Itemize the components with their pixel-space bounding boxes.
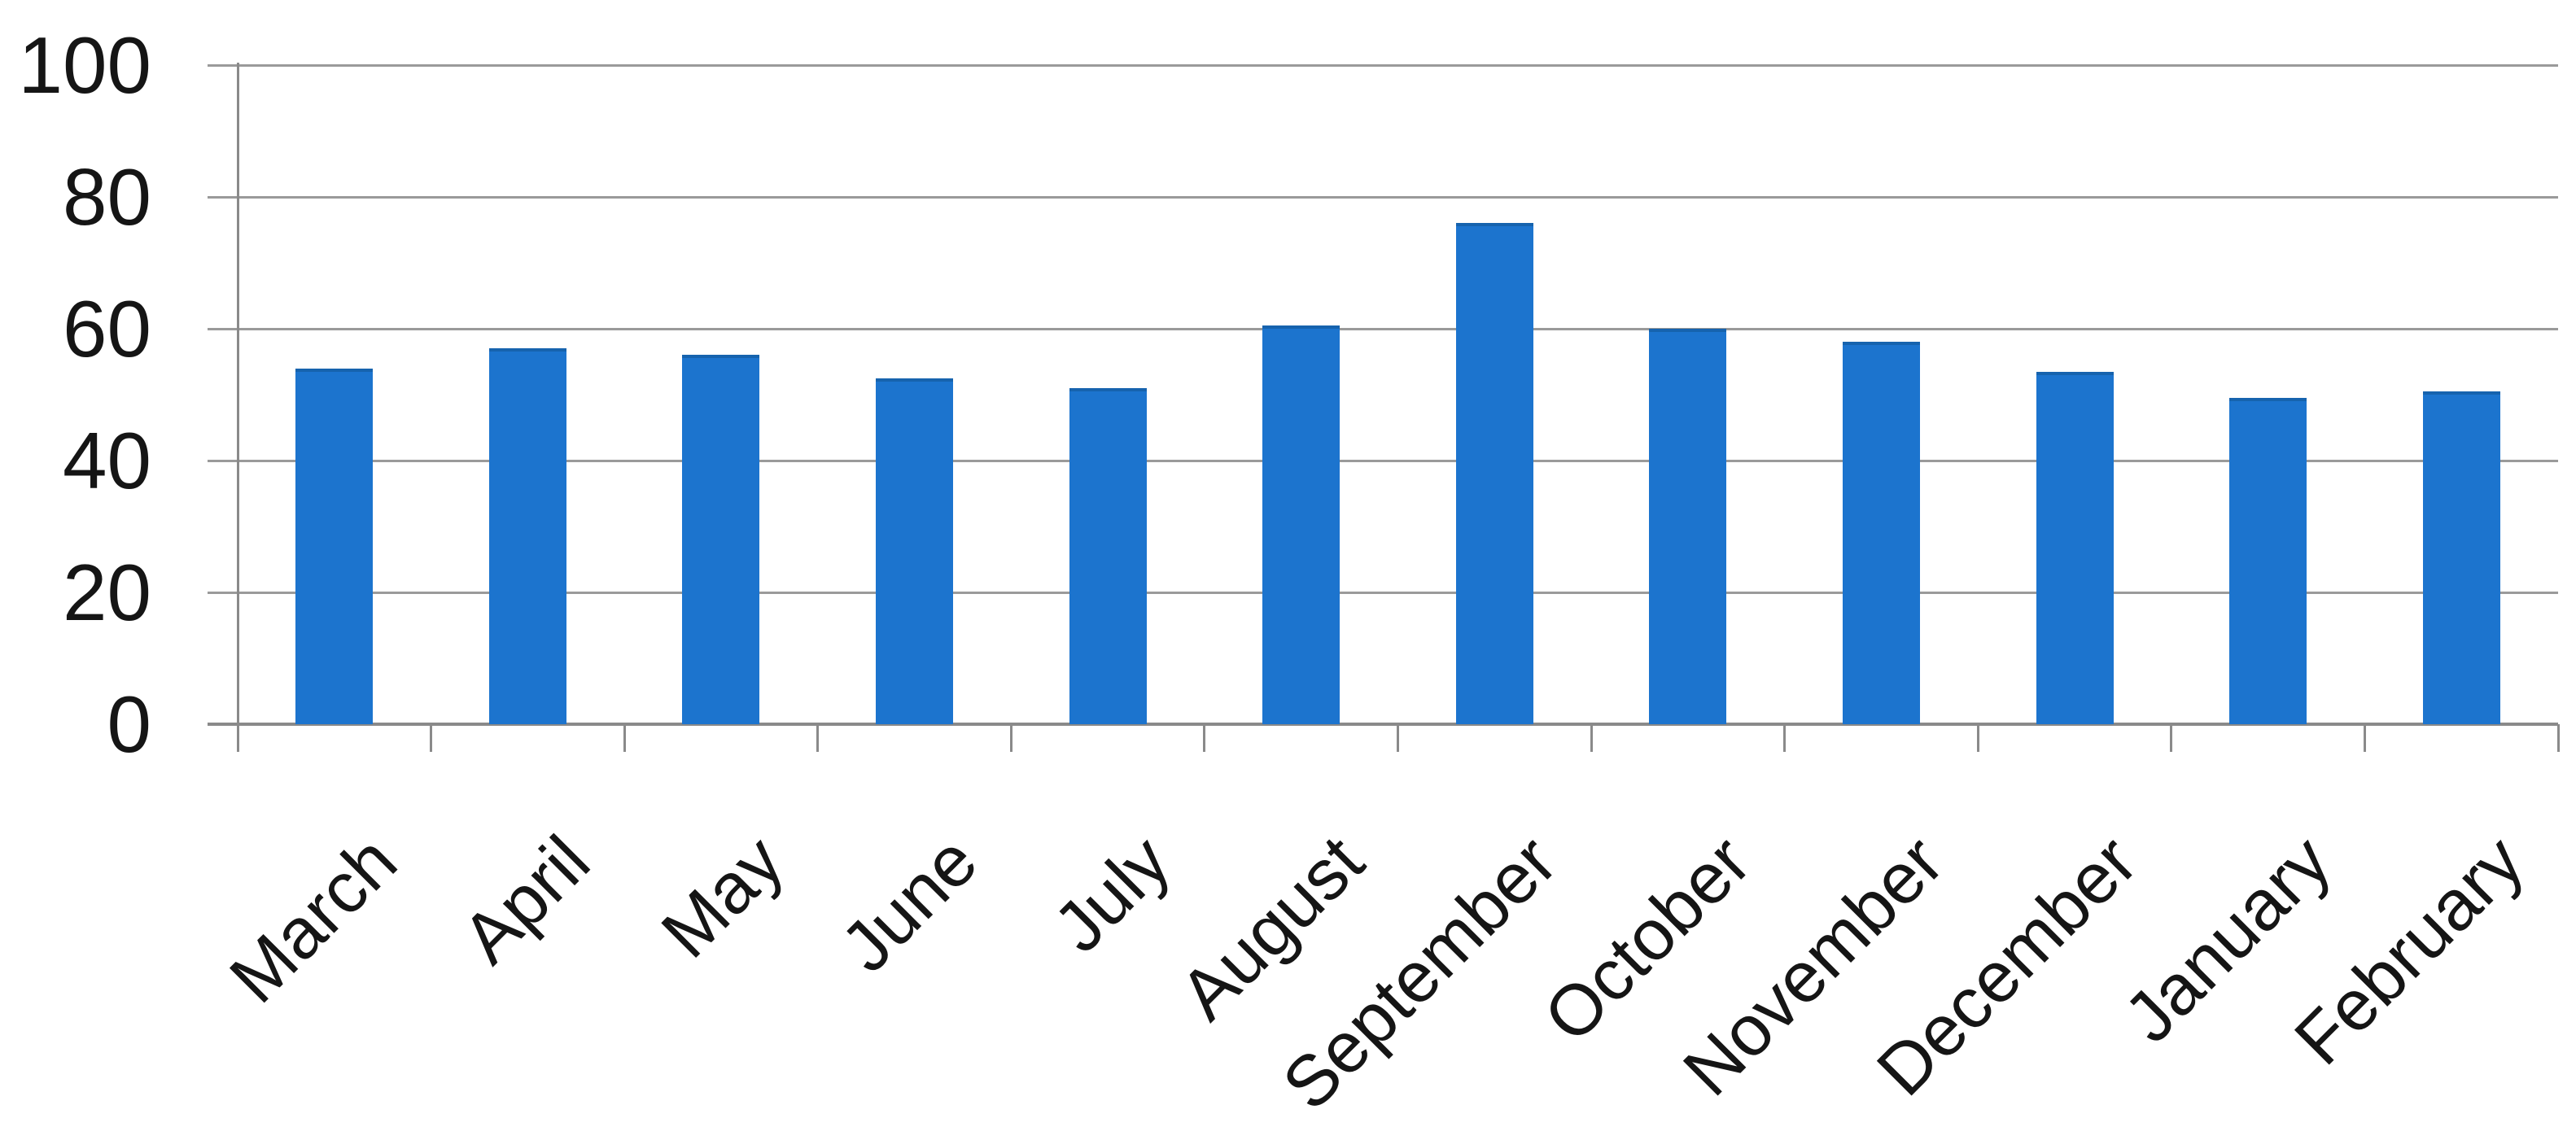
x-axis-tick	[1590, 724, 1593, 752]
bar-january	[2229, 398, 2307, 724]
bar-march	[295, 368, 374, 724]
x-axis-tick	[1203, 724, 1206, 752]
bar-september	[1455, 223, 1533, 724]
y-tick-label: 60	[62, 284, 151, 373]
bar-december	[2036, 371, 2114, 724]
x-axis-tick	[2556, 724, 2560, 752]
y-tick-label: 80	[62, 152, 151, 242]
bar-november	[1842, 342, 1920, 724]
bar-june	[876, 378, 954, 724]
gridline	[208, 591, 2558, 594]
y-tick-label: 0	[107, 679, 151, 769]
x-axis-tick	[816, 724, 820, 752]
x-axis-line	[208, 723, 2558, 726]
x-axis-tick	[1976, 724, 1979, 752]
x-axis-tick	[2170, 724, 2173, 752]
bar-february	[2422, 391, 2500, 724]
x-axis-tick	[1783, 724, 1787, 752]
y-axis-line	[236, 63, 239, 752]
y-tick-label: 20	[62, 548, 151, 637]
bar-may	[682, 355, 760, 724]
bar-april	[488, 348, 566, 724]
gridline	[208, 195, 2558, 199]
x-axis-tick	[1397, 724, 1399, 752]
gridline	[208, 459, 2558, 462]
y-tick-label: 100	[18, 20, 151, 110]
y-tick-label: 40	[62, 416, 151, 505]
bar-august	[1262, 325, 1340, 724]
bar-july	[1069, 387, 1147, 724]
x-axis-tick	[2363, 724, 2366, 752]
gridline	[208, 63, 2558, 67]
bar-october	[1649, 329, 1727, 724]
x-axis-tick	[1009, 724, 1012, 752]
x-axis-tick	[236, 724, 239, 752]
x-axis-tick	[430, 724, 433, 752]
gridline	[208, 327, 2558, 330]
x-axis-tick	[623, 724, 626, 752]
